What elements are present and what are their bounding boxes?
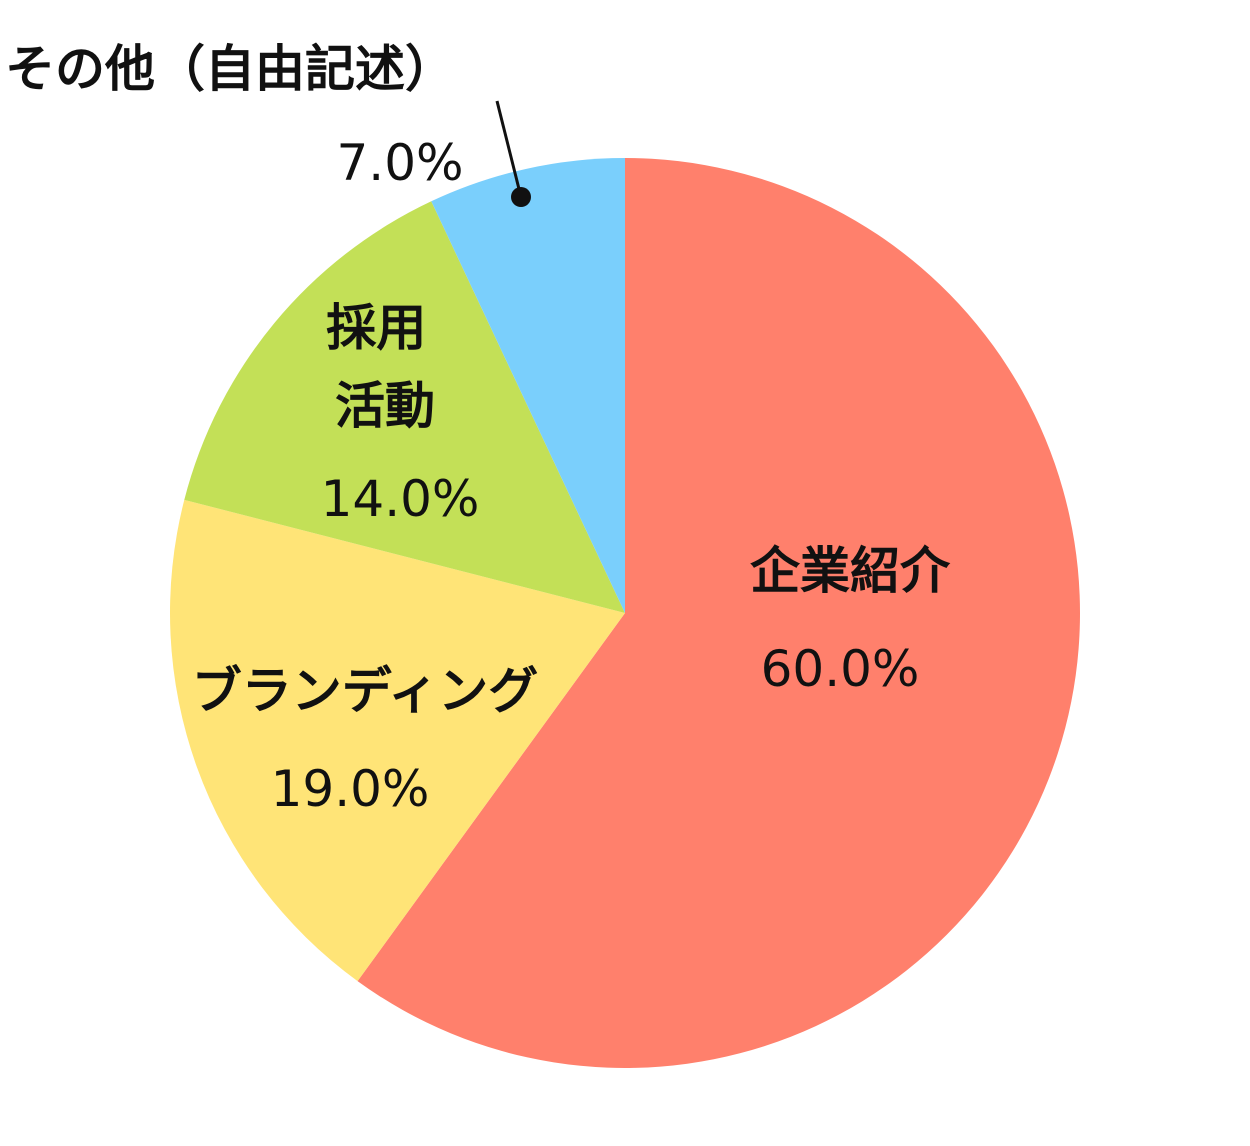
pie-slice-corporate	[357, 158, 1080, 1068]
slice-label-corporate: 企業紹介	[750, 542, 951, 600]
slice-label-recruiting-line1: 採用	[326, 299, 426, 357]
pie-slice-branding	[170, 499, 625, 982]
slice-value-branding: 19.0%	[271, 760, 430, 818]
slice-label-recruiting: 採用 活動	[326, 299, 443, 435]
pie-slice-other	[431, 158, 625, 613]
pie-slice-recruiting	[184, 201, 625, 613]
leader-line-group	[495, 100, 531, 207]
slice-value-recruiting: 14.0%	[321, 470, 480, 528]
slice-label-recruiting-line2: 活動	[335, 377, 435, 435]
slice-label-branding: ブランディング	[192, 662, 539, 720]
pie-slices	[170, 158, 1080, 1068]
leader-dot-other	[511, 187, 531, 207]
slice-value-corporate: 60.0%	[761, 640, 920, 698]
slice-value-other: 7.0%	[336, 134, 463, 192]
slice-label-other: その他（自由記述）	[5, 40, 455, 98]
leader-line-other	[495, 100, 523, 198]
